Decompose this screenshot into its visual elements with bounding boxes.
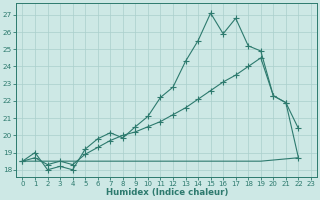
X-axis label: Humidex (Indice chaleur): Humidex (Indice chaleur) — [106, 188, 228, 197]
